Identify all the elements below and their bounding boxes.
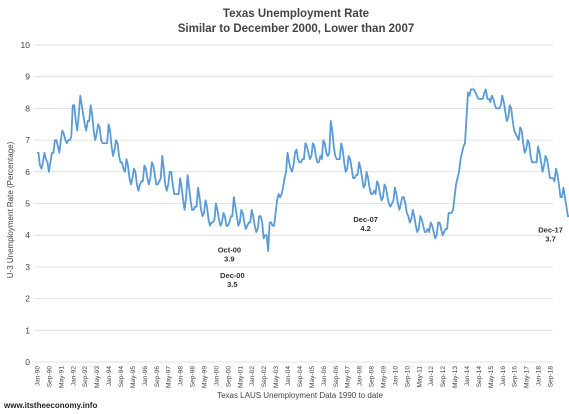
x-tick-label: May-05 bbox=[309, 366, 316, 388]
annotation-value: 4.2 bbox=[360, 224, 370, 233]
x-tick-label: Jan-90 bbox=[35, 366, 42, 386]
x-tick-label: Jan-98 bbox=[178, 366, 185, 386]
x-tick-label: Jan-16 bbox=[500, 366, 507, 386]
x-tick-label: Jan-94 bbox=[106, 366, 113, 386]
x-tick-label: Sep-98 bbox=[190, 366, 197, 388]
x-axis-label: Texas LAUS Unemployment Data 1990 to dat… bbox=[217, 391, 383, 400]
annotation-date: Dec-07 bbox=[353, 215, 378, 224]
x-tick-label: Sep-14 bbox=[476, 366, 483, 388]
annotation-value: 3.7 bbox=[545, 235, 555, 244]
y-tick-label: 1 bbox=[25, 325, 30, 335]
x-tick-label: Jan-02 bbox=[249, 366, 256, 386]
x-tick-label: Sep-90 bbox=[46, 366, 53, 388]
x-axis-ticks: Jan-90 Sep-90 May-91 Jan-92 Sep-92 May-93 Jan-… bbox=[35, 366, 555, 388]
x-tick-label: May-15 bbox=[488, 366, 495, 388]
x-tick-label: May-13 bbox=[452, 366, 459, 388]
annotation-value: 3.5 bbox=[227, 280, 237, 289]
x-tick-label: Sep-10 bbox=[404, 366, 411, 388]
y-tick-label: 10 bbox=[21, 40, 31, 50]
x-tick-label: May-93 bbox=[94, 366, 101, 388]
x-tick-label: May-07 bbox=[345, 366, 352, 388]
x-tick-label: May-03 bbox=[273, 366, 280, 388]
x-tick-label: Sep-00 bbox=[225, 366, 232, 388]
series-line bbox=[37, 88, 569, 252]
y-axis-label: U-3 Unemployment Rate (Percentage) bbox=[6, 141, 15, 278]
annotation-value: 3.9 bbox=[224, 254, 234, 263]
x-tick-label: Jan-14 bbox=[464, 366, 471, 386]
y-tick-label: 3 bbox=[25, 262, 30, 272]
x-tick-label: Sep-04 bbox=[297, 366, 304, 388]
annotation-date: Oct-00 bbox=[218, 245, 241, 254]
y-tick-label: 8 bbox=[25, 103, 30, 113]
chart-title: Texas Unemployment Rate bbox=[223, 8, 369, 20]
x-tick-label: May-09 bbox=[380, 366, 387, 388]
x-tick-label: May-01 bbox=[237, 366, 244, 388]
gridlines bbox=[34, 44, 553, 363]
y-tick-label: 9 bbox=[25, 72, 30, 82]
y-tick-label: 0 bbox=[25, 357, 30, 367]
chart-subtitle: Similar to December 2000, Lower than 200… bbox=[178, 23, 415, 35]
x-tick-label: May-91 bbox=[58, 366, 65, 388]
x-tick-label: Jan-10 bbox=[392, 366, 399, 386]
x-tick-label: Jan-08 bbox=[357, 366, 364, 386]
y-tick-label: 6 bbox=[25, 167, 30, 177]
x-tick-label: Sep-02 bbox=[261, 366, 268, 388]
x-tick-label: May-11 bbox=[416, 366, 423, 388]
x-tick-label: Sep-06 bbox=[333, 366, 340, 388]
x-tick-label: Jan-92 bbox=[70, 366, 77, 386]
x-tick-label: Sep-16 bbox=[512, 366, 519, 388]
annotation-date: Dec-17 bbox=[538, 226, 563, 235]
x-tick-label: Jan-04 bbox=[285, 366, 292, 386]
x-tick-label: Jan-96 bbox=[142, 366, 149, 386]
annotation-date: Dec-00 bbox=[220, 271, 245, 280]
y-tick-label: 5 bbox=[25, 199, 30, 209]
x-tick-label: Jan-06 bbox=[321, 366, 328, 386]
x-tick-label: Jan-00 bbox=[213, 366, 220, 386]
footer-source-link[interactable]: www.itstheeconomy.info bbox=[3, 401, 97, 410]
x-tick-label: Sep-08 bbox=[369, 366, 376, 388]
y-tick-label: 4 bbox=[25, 230, 30, 240]
x-tick-label: May-97 bbox=[166, 366, 173, 388]
x-tick-label: Sep-94 bbox=[118, 366, 125, 388]
x-tick-label: Sep-18 bbox=[548, 366, 555, 388]
y-tick-label: 2 bbox=[25, 294, 30, 304]
x-tick-label: Sep-12 bbox=[440, 366, 447, 388]
x-tick-label: May-99 bbox=[202, 366, 209, 388]
y-axis-ticks: 0 1 2 3 4 5 6 7 8 9 10 bbox=[21, 40, 31, 367]
x-tick-label: Jan-18 bbox=[536, 366, 543, 386]
y-tick-label: 7 bbox=[25, 135, 30, 145]
x-tick-label: May-17 bbox=[524, 366, 531, 388]
x-tick-label: Jan-12 bbox=[428, 366, 435, 386]
annotations: Oct-003.9 Dec-003.5 Dec-074.2 Dec-173.7 bbox=[218, 215, 563, 289]
x-tick-label: Sep-92 bbox=[82, 366, 89, 388]
x-tick-label: Sep-96 bbox=[154, 366, 161, 388]
x-tick-label: May-95 bbox=[130, 366, 137, 388]
